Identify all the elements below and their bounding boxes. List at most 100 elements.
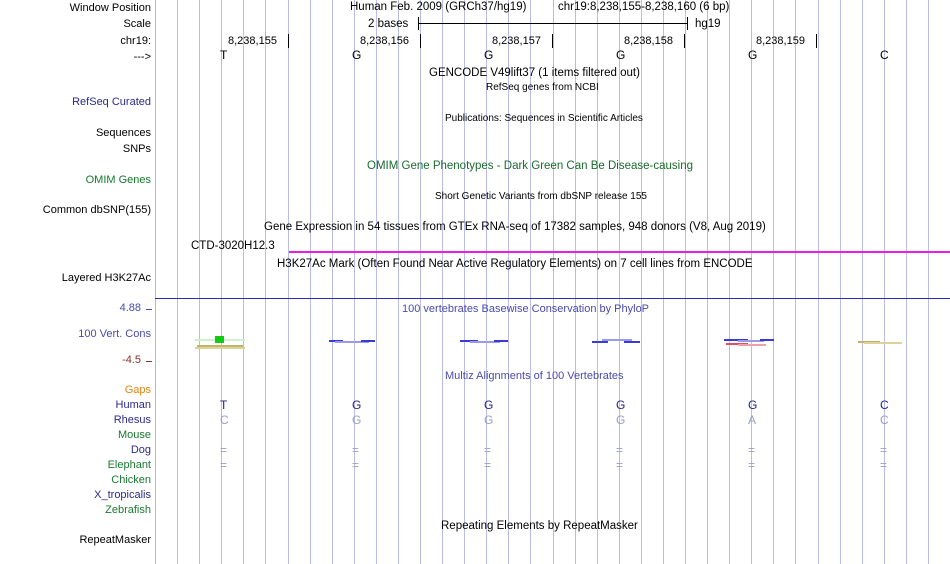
label-repeatmasker[interactable]: RepeatMasker: [79, 534, 151, 546]
gridline: [376, 0, 377, 564]
gene-body-line[interactable]: [289, 251, 950, 253]
multiz-base-elephant[interactable]: =: [220, 458, 228, 472]
label-scale: Scale: [123, 18, 151, 30]
ruler-coord-label: 8,238,156: [360, 35, 409, 47]
gridline: [398, 0, 399, 564]
label-mouse[interactable]: Mouse: [117, 429, 151, 441]
gridline: [575, 0, 576, 564]
label-x-tropicalis[interactable]: X_tropicalis: [94, 489, 151, 501]
multiz-base-human[interactable]: G: [484, 398, 494, 412]
ruler-base-letter: G: [616, 48, 626, 62]
multiz-base-dog[interactable]: =: [220, 443, 228, 457]
gridline: [310, 0, 311, 564]
multiz-base-rhesus[interactable]: G: [352, 413, 362, 427]
label-zebrafish[interactable]: Zebrafish: [105, 504, 151, 516]
multiz-base-elephant[interactable]: =: [880, 458, 888, 472]
track-title-dbsnp[interactable]: Short Genetic Variants from dbSNP releas…: [435, 191, 647, 202]
multiz-base-dog[interactable]: =: [484, 443, 492, 457]
gridline: [530, 0, 531, 564]
ruler-base-letter: G: [748, 48, 758, 62]
gridline: [243, 0, 244, 564]
ruler-base-letter: G: [352, 48, 362, 62]
ruler-coord-label: 8,238,155: [228, 35, 277, 47]
label-elephant[interactable]: Elephant: [107, 459, 151, 471]
gridline: [685, 0, 686, 564]
track-title-gtex[interactable]: Gene Expression in 54 tissues from GTEx …: [264, 221, 766, 233]
multiz-base-elephant[interactable]: =: [748, 458, 756, 472]
ruler-coord-label: 8,238,159: [756, 35, 805, 47]
gene-label-ctd[interactable]: CTD-3020H12.3: [191, 240, 275, 252]
multiz-base-rhesus[interactable]: A: [748, 413, 757, 427]
multiz-base-human[interactable]: G: [748, 398, 758, 412]
label-layered-h3k27ac[interactable]: Layered H3K27Ac: [61, 272, 151, 284]
cons-bar-1[interactable]: [195, 336, 245, 350]
multiz-base-human[interactable]: G: [352, 398, 362, 412]
ruler-coord-label: 8,238,157: [492, 35, 541, 47]
label-cons-min: -4.5: [122, 354, 141, 366]
multiz-base-rhesus[interactable]: C: [220, 413, 229, 427]
multiz-base-elephant[interactable]: =: [616, 458, 624, 472]
multiz-base-human[interactable]: T: [220, 398, 228, 412]
label-dog[interactable]: Dog: [130, 444, 151, 456]
track-title-h3k27ac[interactable]: H3K27Ac Mark (Often Found Near Active Re…: [277, 258, 753, 270]
gridline: [818, 0, 819, 564]
multiz-base-dog[interactable]: =: [748, 443, 756, 457]
label-strand-arrow: --->: [133, 51, 151, 63]
ruler-tick: [684, 34, 685, 48]
cons-bar-3[interactable]: [460, 336, 508, 350]
multiz-base-human[interactable]: G: [616, 398, 626, 412]
label-chicken[interactable]: Chicken: [111, 474, 151, 486]
gridline: [619, 0, 620, 564]
track-title-gencode[interactable]: GENCODE V49lift37 (1 items filtered out): [429, 67, 640, 79]
label-rhesus[interactable]: Rhesus: [113, 414, 151, 426]
track-title-repeatmasker[interactable]: Repeating Elements by RepeatMasker: [441, 520, 638, 532]
label-human[interactable]: Human: [115, 399, 151, 411]
cons-bar-4[interactable]: [592, 336, 640, 350]
track-title-multiz[interactable]: Multiz Alignments of 100 Vertebrates: [445, 370, 624, 382]
multiz-base-dog[interactable]: =: [616, 443, 624, 457]
track-title-publications[interactable]: Publications: Sequences in Scientific Ar…: [445, 113, 643, 124]
ruler-base-letter: G: [484, 48, 494, 62]
multiz-base-dog[interactable]: =: [880, 443, 888, 457]
gridline: [553, 0, 554, 564]
label-omim-genes[interactable]: OMIM Genes: [85, 174, 151, 186]
position-text: chr19:8,238,155-8,238,160 (6 bp): [558, 1, 730, 13]
gridline: [288, 0, 289, 564]
cons-bar-5[interactable]: [724, 334, 774, 350]
track-canvas[interactable]: Human Feb. 2009 (GRCh37/hg19) chr19:8,23…: [155, 0, 950, 564]
cons-bar-6[interactable]: [856, 336, 904, 350]
multiz-base-rhesus[interactable]: G: [484, 413, 494, 427]
multiz-base-dog[interactable]: =: [352, 443, 360, 457]
gridline: [795, 0, 796, 564]
gridline: [332, 0, 333, 564]
multiz-base-rhesus[interactable]: C: [880, 413, 889, 427]
label-vert-cons[interactable]: 100 Vert. Cons: [78, 328, 151, 340]
label-chrom: chr19:: [120, 35, 151, 47]
multiz-base-elephant[interactable]: =: [484, 458, 492, 472]
scale-label: 2 bases: [368, 18, 409, 30]
cons-max-tick: [146, 309, 152, 310]
ruler-base-letter: C: [880, 48, 889, 62]
track-title-phylop[interactable]: 100 vertebrates Basewise Conservation by…: [402, 303, 650, 315]
multiz-base-rhesus[interactable]: G: [616, 413, 626, 427]
multiz-base-human[interactable]: C: [880, 398, 889, 412]
label-refseq-curated[interactable]: RefSeq Curated: [72, 96, 151, 108]
gridline: [751, 0, 752, 564]
scale-bar: [418, 16, 688, 31]
ruler-tick: [816, 34, 817, 48]
multiz-base-elephant[interactable]: =: [352, 458, 360, 472]
cons-bar-2[interactable]: [327, 336, 375, 350]
assembly-short-label: hg19: [695, 18, 721, 30]
label-sequences[interactable]: Sequences: [95, 127, 151, 139]
label-common-dbsnp[interactable]: Common dbSNP(155): [42, 204, 151, 216]
track-label-column: Window Position Scale chr19: ---> RefSeq…: [0, 0, 155, 564]
label-snps[interactable]: SNPs: [122, 143, 151, 155]
ruler-tick: [288, 34, 289, 48]
gridline: [773, 0, 774, 564]
track-title-omim[interactable]: OMIM Gene Phenotypes - Dark Green Can Be…: [367, 160, 693, 172]
track-title-refseq-ncbi[interactable]: RefSeq genes from NCBI: [486, 82, 599, 93]
gridline: [597, 0, 598, 564]
gridline: [508, 0, 509, 564]
gridline: [221, 0, 222, 564]
